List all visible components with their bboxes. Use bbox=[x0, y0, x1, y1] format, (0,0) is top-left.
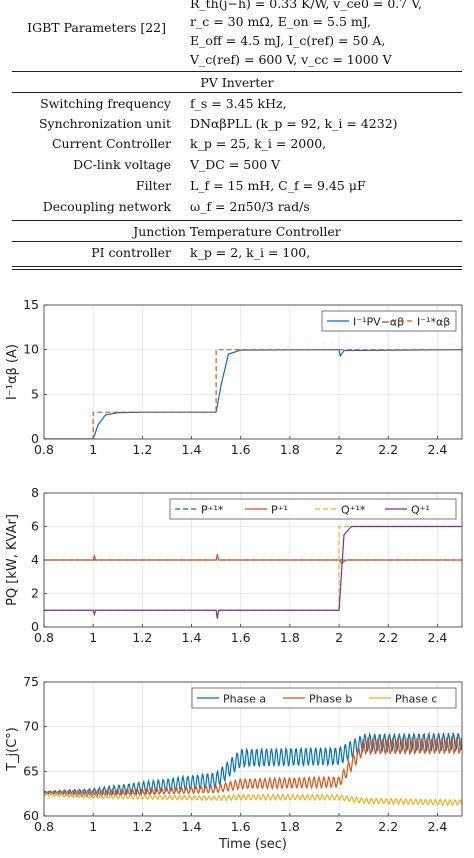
series-line-1 bbox=[44, 349, 462, 439]
y-tick-label: 75 bbox=[23, 674, 39, 689]
y-tick-label: 15 bbox=[23, 297, 39, 312]
y-axis-label: PQ [kW, KVAr] bbox=[5, 514, 20, 606]
legend-box bbox=[321, 310, 457, 332]
series-line-2 bbox=[44, 735, 462, 797]
x-tick-label: 1.2 bbox=[132, 630, 152, 645]
y-tick-label: 2 bbox=[31, 586, 39, 601]
legend: I⁻¹PV−αβ I⁻¹*αβ bbox=[321, 310, 457, 332]
y-tick-label: 0 bbox=[31, 431, 39, 446]
x-tick-label: 1.8 bbox=[280, 442, 300, 457]
rule bbox=[12, 241, 462, 242]
legend-label: Q⁺¹ bbox=[411, 504, 430, 517]
parameters-table: IGBT Parameters [22] R_th(j−h) = 0.33 K/… bbox=[0, 0, 474, 282]
x-tick-label: 1.4 bbox=[182, 819, 202, 834]
x-tick-label: 1.2 bbox=[132, 442, 152, 457]
table-row: PI controller k_p = 2, k_i = 100, bbox=[91, 245, 311, 260]
table-row: Decoupling network ω_f = 2π50/3 rad/s bbox=[42, 199, 310, 214]
x-tick-label: 2.2 bbox=[378, 819, 398, 834]
series-line-2 bbox=[44, 349, 462, 439]
y-tick-label: 6 bbox=[31, 519, 39, 534]
legend-label: I⁻¹PV−αβ bbox=[353, 316, 404, 329]
igbt-line-1: R_th(j−h) = 0.33 K/W, v_ce0 = 0.7 V, bbox=[190, 0, 423, 11]
table-row: Synchronization unit DNαβPLL (k_p = 92, k… bbox=[38, 116, 398, 131]
x-tick-label: 2.4 bbox=[427, 630, 447, 645]
y-tick-label: 4 bbox=[31, 552, 39, 567]
x-tick-label: 1.8 bbox=[280, 630, 300, 645]
x-tick-label: 1.2 bbox=[132, 819, 152, 834]
rule bbox=[12, 71, 462, 72]
chart-panel-3: 0.8 1 1.2 1.4 1.6 1.8 2 2.2 2.4 60 65 70 75 T_j(C°) Ti… bbox=[5, 674, 463, 852]
y-tick-label: 0 bbox=[31, 619, 39, 634]
rule bbox=[12, 92, 462, 93]
plot-frame bbox=[43, 304, 463, 440]
x-tick-label: 1.6 bbox=[231, 819, 251, 834]
y-axis-label: I⁻¹αβ (A) bbox=[5, 344, 20, 400]
table-row: Filter L_f = 15 mH, C_f = 9.45 μF bbox=[135, 178, 366, 193]
x-tick-label: 1 bbox=[89, 819, 97, 834]
y-tick-label: 10 bbox=[23, 342, 39, 357]
x-tick-label: 0.8 bbox=[34, 819, 54, 834]
x-tick-label: 1 bbox=[89, 630, 97, 645]
legend: Phase a Phase b Phase c bbox=[191, 687, 457, 709]
y-axis-label: T_j(C°) bbox=[5, 727, 20, 772]
table-row: Switching frequency f_s = 3.45 kHz, bbox=[40, 96, 287, 111]
legend-label: Phase c bbox=[395, 693, 437, 706]
plot-frame bbox=[43, 492, 463, 628]
legend-label: Q⁺¹* bbox=[341, 504, 366, 517]
x-tick-label: 1.4 bbox=[182, 630, 202, 645]
legend-label: I⁻¹*αβ bbox=[417, 316, 450, 329]
x-tick-label: 2 bbox=[335, 630, 343, 645]
series-line-1 bbox=[44, 731, 462, 799]
x-tick-label: 1 bbox=[89, 442, 97, 457]
igbt-line-2: r_c = 30 mΩ, E_on = 5.5 mJ, bbox=[190, 14, 372, 29]
x-tick-label: 2.4 bbox=[427, 819, 447, 834]
x-tick-label: 2.2 bbox=[378, 442, 398, 457]
series-line-2 bbox=[44, 553, 462, 565]
legend-box bbox=[169, 498, 457, 520]
igbt-label: IGBT Parameters [22] bbox=[27, 20, 166, 35]
legend-label: P⁺¹* bbox=[201, 504, 224, 517]
table-row: Current Controller k_p = 25, k_i = 2000, bbox=[51, 136, 327, 151]
legend-label: Phase a bbox=[223, 693, 266, 706]
x-axis-label: Time (sec) bbox=[218, 837, 287, 852]
x-tick-label: 0.8 bbox=[34, 630, 54, 645]
series-group bbox=[44, 731, 462, 807]
table-row: DC-link voltage V_DC = 500 V bbox=[73, 157, 281, 172]
legend-label: Phase b bbox=[309, 693, 352, 706]
x-tick-label: 1.6 bbox=[231, 630, 251, 645]
pv-inverter-header: PV Inverter bbox=[200, 75, 274, 90]
igbt-line-3: E_off = 4.5 mJ, I_c(ref) = 50 A, bbox=[190, 33, 386, 48]
x-tick-label: 2 bbox=[335, 819, 343, 834]
x-tick-label: 2.2 bbox=[378, 630, 398, 645]
plot-frame bbox=[43, 681, 463, 817]
x-tick-label: 2.4 bbox=[427, 442, 447, 457]
series-group bbox=[44, 525, 462, 619]
series-line-4 bbox=[44, 525, 462, 619]
y-tick-label: 70 bbox=[23, 719, 39, 734]
rule bbox=[12, 266, 462, 267]
igbt-line-4: V_c(ref) = 600 V, v_cc = 1000 V bbox=[190, 52, 392, 67]
series-group bbox=[44, 349, 462, 439]
chart-panel-1: 0.8 1 1.2 1.4 1.6 1.8 2 2.2 2.4 0 5 10 15 I⁻¹αβ (A) I⁻… bbox=[5, 297, 463, 457]
x-tick-label: 1.4 bbox=[182, 442, 202, 457]
rule bbox=[12, 269, 462, 270]
y-tick-label: 8 bbox=[31, 485, 39, 500]
y-tick-label: 5 bbox=[31, 386, 39, 401]
y-tick-label: 60 bbox=[23, 808, 39, 823]
legend: P⁺¹* P⁺¹ Q⁺¹* Q⁺¹ bbox=[169, 498, 457, 520]
series-line-3 bbox=[44, 792, 462, 807]
chart-panel-2: 0.8 1 1.2 1.4 1.6 1.8 2 2.2 2.4 0 2 4 6 8 PQ [kW, KVAr… bbox=[5, 485, 463, 645]
x-tick-label: 1.8 bbox=[280, 819, 300, 834]
legend-box bbox=[191, 687, 457, 709]
x-tick-label: 2 bbox=[335, 442, 343, 457]
junction-temperature-header: Junction Temperature Controller bbox=[133, 224, 341, 239]
y-tick-label: 65 bbox=[23, 763, 39, 778]
legend-label: P⁺¹ bbox=[271, 504, 288, 517]
x-tick-label: 0.8 bbox=[34, 442, 54, 457]
rule bbox=[12, 220, 462, 221]
x-tick-label: 1.6 bbox=[231, 442, 251, 457]
